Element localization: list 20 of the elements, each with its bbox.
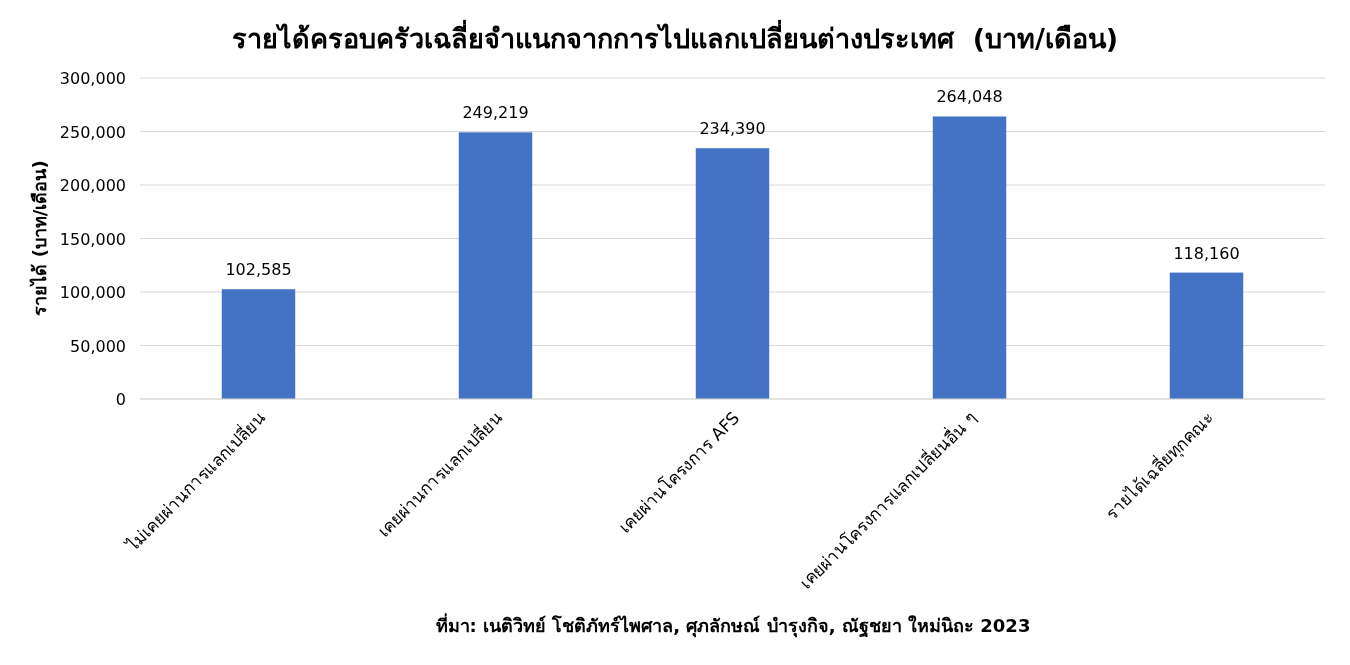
y-tick-label: 250,000 (59, 122, 126, 142)
bar (458, 132, 533, 399)
data-label: 102,585 (225, 260, 292, 280)
bar (932, 116, 1007, 399)
bar (1169, 272, 1244, 399)
data-label: 118,160 (1173, 243, 1240, 263)
y-tick-label: 150,000 (59, 229, 126, 249)
text: ที่มา: เนติวิทย์ โชติภัทร์ไพศาล, ศุภลักษณ์ บำรุงกิจ, ณัฐชยา ใหม่นิถะ 2023 (435, 613, 1031, 638)
y-tick-label: 200,000 (59, 176, 126, 195)
data-label: 249,219 (462, 103, 529, 123)
y-tick-label: 0 (115, 390, 126, 409)
y-tick-label: 50,000 (70, 336, 126, 356)
chart-title: รายได้ครอบครัวเฉลี่ยจำแนกจากการไปแลกเปลี่ยนต่างประเทศ (บาท/เดือน) (231, 19, 1119, 54)
data-label: 264,048 (936, 87, 1003, 107)
y-tick-label: 100,000 (59, 283, 126, 302)
bar (695, 148, 770, 399)
y-tick-label: 300,000 (59, 69, 126, 88)
bar (221, 289, 296, 399)
y-axis-title: รายได้ (บาท/เดือน) (29, 160, 50, 316)
data-label: 234,390 (699, 119, 766, 139)
